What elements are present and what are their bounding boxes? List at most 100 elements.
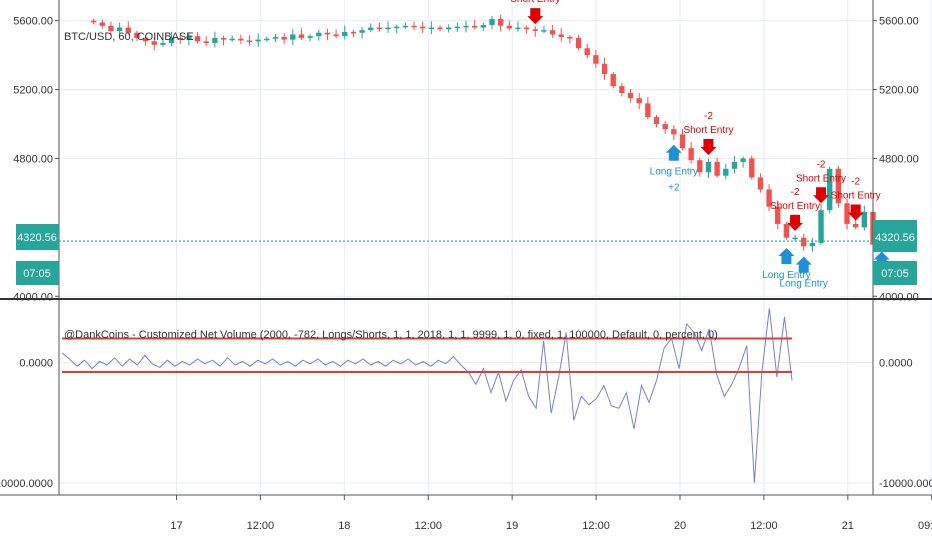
candle-body [385,27,391,30]
time-axis[interactable]: 17 12:00 18 12:00 19 12:00 20 12:00 21 09:00 [170,495,932,532]
price-tick-label-left: 4000.00 [13,291,53,303]
candle-body [333,34,339,37]
candle-body [298,34,305,38]
short-entry-label: Short Entry [831,190,881,201]
candle-body [801,237,807,247]
indicator-title[interactable]: @DankCoins - Customized Net Volume (2000… [64,329,718,341]
long-entry-label: Long Entry [650,167,698,178]
time-tick-label: 12:00 [750,520,778,532]
candle-body [160,43,166,45]
candle-body [645,103,651,118]
candle-body [238,38,244,41]
candle-body [783,223,790,238]
volume-series [61,308,793,484]
countdown-badge-right-bg [873,261,917,285]
countdown-badge-left-bg [16,261,59,285]
candle-body [575,37,582,49]
volume-tick-label-left: -10000.0000 [0,478,53,490]
candle-body [428,27,435,30]
candle-body [471,25,478,28]
candle-body [723,168,729,176]
price-gridlines [59,0,932,298]
price-y-axis-left[interactable]: 5600.00 5200.00 4800.00 4000.00 [13,16,59,304]
candle-body [766,189,772,207]
candle-body [515,27,521,30]
countdown-label-right: 07:05 [881,268,909,280]
volume-y-axis-right[interactable]: 0.0000 -10000.0000 [879,358,932,490]
candle-body [90,20,97,23]
candle-body [290,34,296,40]
price-tick-label-left: 4800.00 [13,153,53,165]
price-tick-label-right: 5600.00 [879,16,919,28]
candle-body [775,206,781,224]
candle-body [454,26,461,29]
candle-body [636,98,642,104]
candle-body [281,37,287,40]
price-tick-label-right: 5200.00 [879,85,919,97]
time-tick-label: 21 [842,520,854,532]
candle-body [852,223,859,228]
short-entry-label: Short Entry [796,173,846,184]
time-tick-label: 12:00 [414,520,442,532]
long-entry-arrow [795,256,812,273]
candle-body [627,93,634,99]
time-tick-label: 20 [674,520,686,532]
candle-body [662,124,668,130]
candle-body [731,161,738,169]
candle-body [420,26,426,29]
candle-body [697,160,703,173]
candle-body [134,32,140,38]
candle-body [601,63,608,75]
price-y-axis-right[interactable]: 5600.00 5200.00 4800.00 4000.00 [873,16,919,304]
short-entry-arrow [700,139,717,156]
last-price-label-right: 4320.56 [875,232,915,244]
candle-body [220,37,227,40]
candle-body [827,168,833,211]
time-tick-label: 19 [506,520,518,532]
volume-tick-label-right: 0.0000 [879,358,913,370]
candle-body [255,39,261,42]
volume-y-axis-left[interactable]: 0.0000 -10000.0000 [0,358,53,490]
candle-body [246,40,253,42]
candle-body [116,27,123,32]
candle-body [835,168,842,204]
candle-body [411,25,417,28]
candle-body [740,158,746,162]
last-price-badge-left: 4320.56 07:05 [16,224,59,285]
candle-body [671,129,677,135]
candle-body [125,27,131,33]
candle-body [272,37,279,39]
last-price-label-left: 4320.56 [17,232,57,244]
time-tick-label: 09:00 [918,520,932,532]
signal-markers: Short Entry -2 Long Entry +2 Short Entry -2 Lo… [510,0,890,290]
symbol-title[interactable]: BTC/USD, 60, COINBASE [64,31,194,43]
candle-body [688,148,694,161]
candle-body [567,37,573,39]
candle-body [610,74,616,87]
candle-body [558,34,564,38]
candle-body [368,27,374,31]
candle-body [324,32,331,35]
last-price-badge-right-bg [873,220,917,252]
candle-body [394,26,400,29]
candle-body [619,86,625,94]
short-entry-qty: -2 [817,159,826,170]
short-entry-label: Short Entry [683,125,733,136]
volume-tick-label-left: 0.0000 [19,358,53,370]
candle-body [818,210,824,243]
candle-body [541,30,547,32]
countdown-label-left: 07:05 [23,268,51,280]
short-entry-arrow [787,214,804,231]
candle-body [861,211,868,228]
short-entry-arrow [847,204,864,221]
candle-body [497,18,504,26]
candle-body [402,25,409,28]
candle-body [359,30,365,33]
short-entry-qty: -2 [704,111,713,122]
long-entry-label: Long Entry [762,270,810,281]
candle-body [584,48,590,56]
candle-body [229,38,235,41]
candle-body [186,36,192,40]
long-entry-qty: +2 [668,183,680,194]
